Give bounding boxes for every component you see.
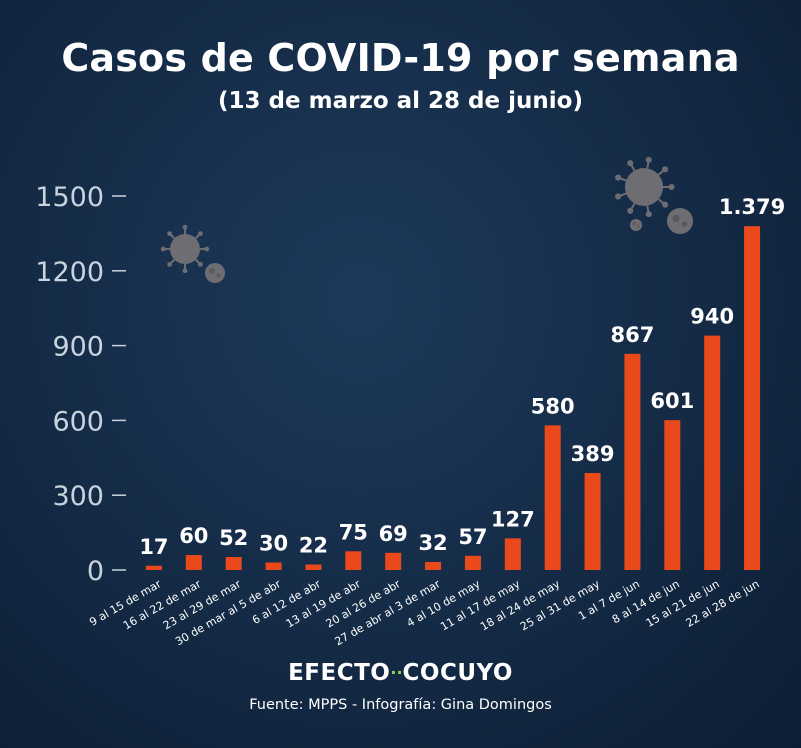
- source-credit: Fuente: MPPS - Infografía: Gina Domingos: [249, 697, 552, 713]
- data-label: 389: [571, 442, 615, 466]
- bar: [464, 555, 481, 570]
- brand-logo: EFECTO··COCUYO: [0, 660, 801, 686]
- y-tick-label: 900: [52, 332, 104, 363]
- data-label: 75: [339, 520, 368, 544]
- data-label: 60: [179, 524, 208, 548]
- virus-particle-icon: [630, 219, 642, 231]
- data-label: 57: [458, 525, 487, 549]
- data-label: 22: [299, 534, 328, 558]
- bar: [345, 551, 362, 570]
- brand-right: COCUYO: [402, 660, 513, 686]
- bar: [225, 557, 242, 570]
- bar: [185, 555, 202, 570]
- data-label: 1.379: [719, 195, 785, 219]
- virus-particle-icon: [205, 263, 225, 283]
- virus-icon: [160, 224, 210, 274]
- data-label: 940: [690, 305, 734, 329]
- bar: [704, 335, 721, 570]
- bar-chart: 0 300 600 900 1200 1500 17 60 52 30 22 75 69 32 57127…: [35, 156, 785, 587]
- bar: [145, 565, 162, 570]
- virus-icon: [615, 156, 675, 218]
- chart-title: Casos de COVID-19 por semana: [61, 36, 740, 80]
- data-label: 601: [650, 389, 694, 413]
- bar: [744, 226, 761, 571]
- data-label: 867: [611, 323, 655, 347]
- y-tick-label: 1200: [35, 257, 104, 288]
- bar: [504, 538, 521, 570]
- bar: [425, 562, 442, 570]
- brand-dots: ··: [390, 663, 403, 682]
- chart-subtitle: (13 de marzo al 28 de junio): [218, 88, 583, 114]
- data-label: 30: [259, 532, 288, 556]
- bar: [385, 552, 402, 570]
- brand-left: EFECTO: [288, 660, 391, 686]
- data-label: 580: [531, 394, 575, 418]
- y-tick-label: 600: [52, 406, 104, 437]
- bar: [584, 473, 601, 570]
- y-tick-label: 300: [52, 481, 104, 512]
- data-label: 17: [139, 535, 168, 559]
- virus-particle-icon: [667, 208, 693, 234]
- data-label: 127: [491, 507, 535, 531]
- bar: [265, 562, 282, 570]
- data-label: 69: [379, 522, 408, 546]
- bar: [664, 420, 681, 570]
- bar: [544, 425, 561, 570]
- bar: [624, 353, 641, 570]
- bar: [305, 564, 322, 570]
- data-label: 52: [219, 526, 248, 550]
- y-tick-label: 0: [87, 556, 104, 587]
- y-tick-label: 1500: [35, 182, 104, 213]
- data-label: 32: [418, 531, 447, 555]
